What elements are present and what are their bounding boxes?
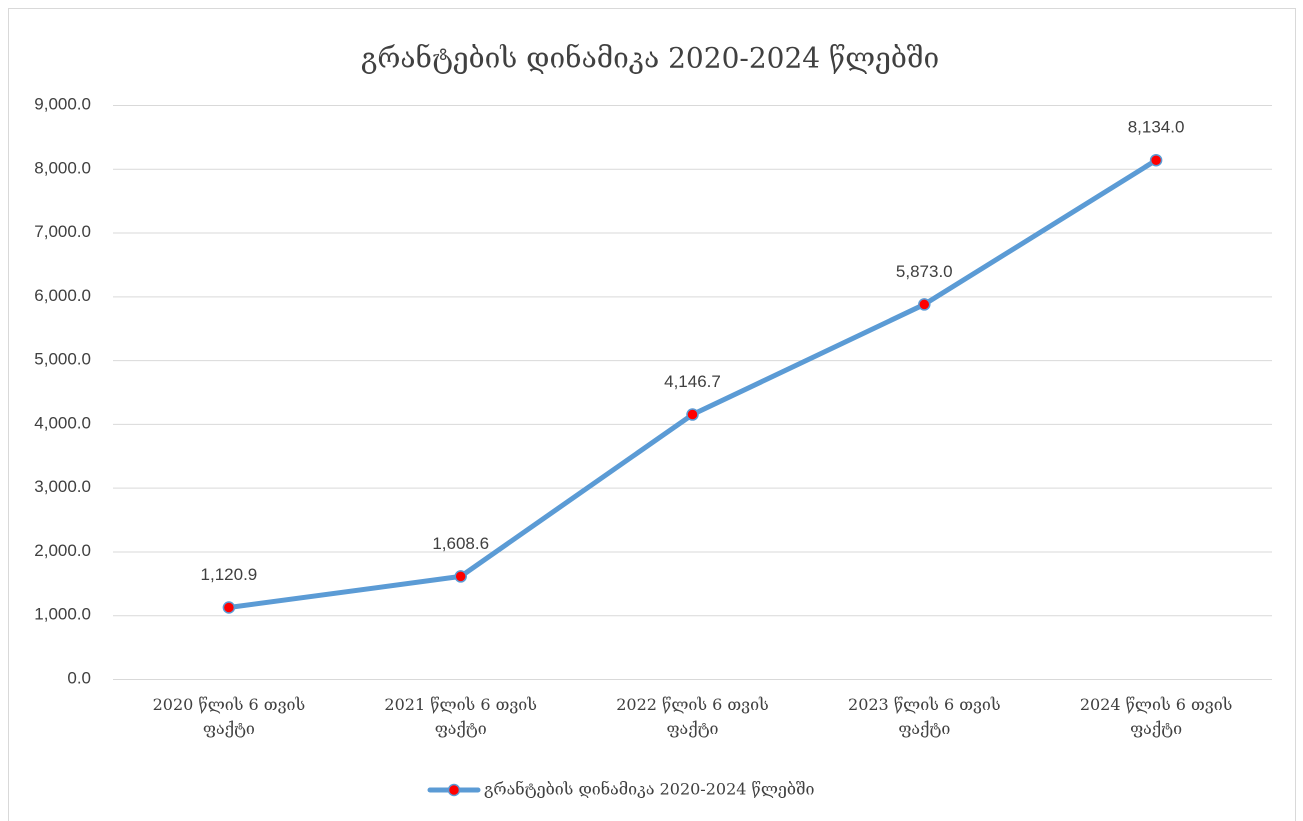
y-tick-label: 5,000.0: [34, 350, 91, 369]
y-tick-label: 2,000.0: [34, 541, 91, 560]
x-tick-label: 2021 წლის 6 თვის ფაქტი: [384, 695, 537, 738]
data-label: 5,873.0: [896, 262, 953, 281]
x-tick-label-box: 2024 წლის 6 თვის ფაქტი: [1079, 695, 1233, 738]
marker: [222, 601, 236, 614]
x-tick-label: 2023 წლის 6 თვის ფაქტი: [848, 695, 1001, 738]
y-tick-label: 1,000.0: [34, 605, 91, 624]
y-tick-label: 8,000.0: [34, 158, 91, 177]
data-label: 4,146.7: [664, 372, 721, 391]
y-tick-label: 4,000.0: [34, 413, 91, 432]
legend-marker: [447, 783, 461, 797]
x-tick-label-box: 2020 წლის 6 თვის ფაქტი: [152, 695, 306, 738]
y-tick-label: 9,000.0: [34, 94, 91, 113]
x-tick-label-box: 2023 წლის 6 თვის ფაქტი: [848, 695, 1001, 738]
y-tick-label: 0.0: [67, 668, 91, 687]
y-tick-label: 3,000.0: [34, 477, 91, 496]
chart-title: გრანტების დინამიკა 2020-2024 წლებში: [361, 42, 939, 75]
data-label: 1,120.9: [201, 565, 258, 584]
legend-label: გრანტების დინამიკა 2020-2024 წლებში: [484, 780, 814, 799]
x-tick-label-box: 2022 წლის 6 თვის ფაქტი: [616, 695, 769, 738]
y-tick-label: 6,000.0: [34, 286, 91, 305]
data-label: 1,608.6: [432, 534, 489, 553]
marker: [686, 408, 699, 421]
chart-border: [8, 8, 1296, 821]
x-tick-label: 2020 წლის 6 თვის ფაქტი: [152, 695, 306, 738]
y-tick-label: 7,000.0: [34, 222, 91, 241]
x-tick-label-box: 2021 წლის 6 თვის ფაქტი: [384, 695, 537, 738]
x-tick-label: 2022 წლის 6 თვის ფაქტი: [616, 695, 769, 738]
data-label: 8,134.0: [1128, 118, 1185, 137]
marker: [1149, 153, 1163, 167]
marker: [918, 298, 931, 311]
x-tick-label: 2024 წლის 6 თვის ფაქტი: [1079, 695, 1233, 738]
marker: [454, 570, 467, 583]
